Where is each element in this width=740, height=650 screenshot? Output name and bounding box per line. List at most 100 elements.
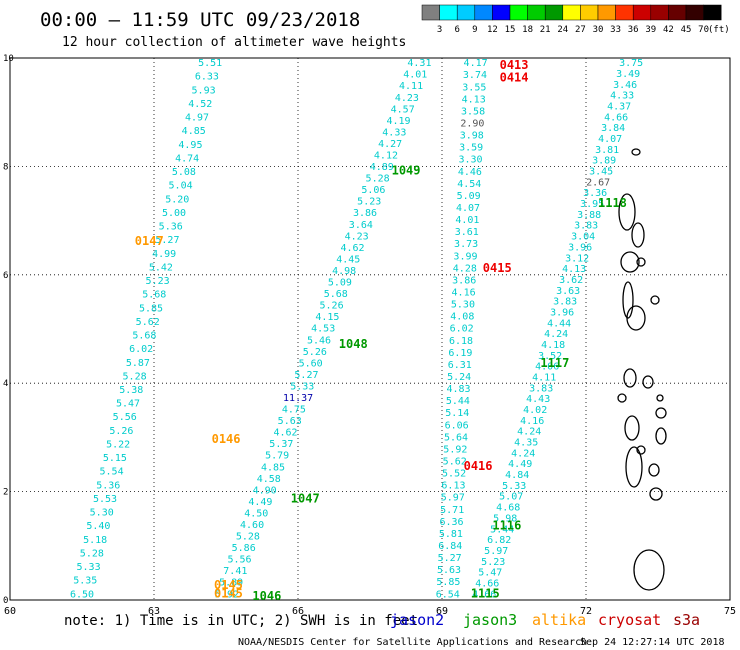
swh-value: 4.17 bbox=[464, 58, 488, 69]
swh-value: 4.49 bbox=[508, 459, 532, 470]
swh-value: 5.47 bbox=[478, 568, 502, 579]
colorbar-swatch bbox=[456, 4, 476, 21]
chart-subtitle: 12 hour collection of altimeter wave hei… bbox=[62, 35, 406, 50]
swh-value: 6.50 bbox=[70, 589, 94, 600]
swh-value: 5.71 bbox=[440, 505, 464, 516]
swh-value: 4.46 bbox=[458, 167, 482, 178]
swh-value: 5.28 bbox=[80, 548, 104, 559]
swh-value: 4.74 bbox=[175, 153, 199, 164]
swh-value: 3.63 bbox=[556, 286, 580, 297]
swh-value: 3.95 bbox=[580, 199, 604, 210]
swh-value: 6.54 bbox=[436, 589, 460, 600]
swh-value: 5.68 bbox=[324, 289, 348, 300]
x-tick-label: 60 bbox=[4, 606, 16, 617]
swh-value: 5.23 bbox=[357, 197, 381, 208]
island-outline bbox=[622, 281, 634, 319]
island-outline bbox=[650, 295, 660, 305]
swh-value: 4.90 bbox=[253, 485, 277, 496]
swh-value: 5.68 bbox=[132, 331, 156, 342]
colorbar-tick: 18 bbox=[522, 25, 533, 35]
swh-value: 2.67 bbox=[586, 177, 610, 188]
swh-value: 4.50 bbox=[244, 508, 268, 519]
swh-value: 4.11 bbox=[399, 81, 423, 92]
swh-value: 4.99 bbox=[152, 249, 176, 260]
swh-value: 4.60 bbox=[240, 520, 264, 531]
swh-value: 5.36 bbox=[96, 480, 120, 491]
island-outline bbox=[631, 222, 645, 248]
colorbar-swatch bbox=[492, 4, 511, 21]
swh-value: 3.58 bbox=[461, 106, 485, 117]
swh-value: 3.81 bbox=[595, 145, 619, 156]
colorbar-tick: 36 bbox=[628, 25, 639, 35]
swh-value: 5.44 bbox=[446, 396, 470, 407]
colorbar-tick: 42 bbox=[663, 25, 674, 35]
swh-value: 3.52 bbox=[538, 351, 562, 362]
pass-label: 1048 bbox=[339, 337, 368, 351]
swh-value: 5.85 bbox=[436, 577, 460, 588]
legend-altika: altika bbox=[532, 611, 586, 629]
swh-value: 3.04 bbox=[571, 232, 595, 243]
swh-value: 5.68 bbox=[142, 290, 166, 301]
island-outline bbox=[642, 375, 654, 389]
swh-value: 4.98 bbox=[332, 266, 356, 277]
swh-value: 5.63 bbox=[437, 565, 461, 576]
swh-value: 5.15 bbox=[103, 453, 127, 464]
swh-value: 6.82 bbox=[487, 535, 511, 546]
swh-value: 4.97 bbox=[185, 113, 209, 124]
colorbar-swatch bbox=[703, 4, 722, 21]
swh-value: 6.18 bbox=[449, 336, 473, 347]
swh-value: 3.96 bbox=[550, 307, 574, 318]
timestamp: Sep 24 12:27:14 UTC 2018 bbox=[580, 637, 725, 648]
y-tick-label: 6 bbox=[3, 271, 8, 281]
swh-value: 6.36 bbox=[440, 517, 464, 528]
swh-value: 4.84 bbox=[505, 470, 529, 481]
pass-label: 0415 bbox=[483, 261, 512, 275]
island-outline bbox=[626, 305, 646, 331]
pass-label: 0145 bbox=[214, 578, 243, 592]
swh-value: 3.45 bbox=[589, 167, 613, 178]
legend-s3a: s3a bbox=[673, 611, 700, 629]
swh-value: 4.35 bbox=[514, 438, 538, 449]
pass-label: 0414 bbox=[500, 70, 529, 84]
swh-value: 5.20 bbox=[165, 194, 189, 205]
pass-label: 1117 bbox=[540, 356, 569, 370]
swh-value: 3.74 bbox=[463, 70, 487, 81]
swh-value: 5.54 bbox=[100, 467, 124, 478]
swh-value: 5.36 bbox=[159, 222, 183, 233]
colorbar-tick: 27 bbox=[575, 25, 586, 35]
swh-value: 4.44 bbox=[547, 318, 571, 329]
swh-value: 5.33 bbox=[77, 562, 101, 573]
swh-value: 4.66 bbox=[604, 112, 628, 123]
satellite-legend: jason2 jason3 altika cryosat s3a bbox=[390, 611, 700, 629]
swh-value: 6.13 bbox=[441, 481, 465, 492]
colorbar-swatch bbox=[562, 4, 581, 21]
colorbar-tick: 39 bbox=[645, 25, 656, 35]
swh-value: 5.27 bbox=[294, 370, 318, 381]
swh-value: 4.68 bbox=[496, 503, 520, 514]
pass-label: 0145 bbox=[214, 586, 243, 600]
swh-value: 3.83 bbox=[574, 221, 598, 232]
colorbar-swatch bbox=[668, 4, 687, 21]
colorbar-swatch bbox=[597, 4, 616, 21]
colorbar-tick: 45 bbox=[681, 25, 692, 35]
swh-value: 4.02 bbox=[523, 405, 547, 416]
colorbar-swatch bbox=[527, 4, 546, 21]
swh-value: 5.22 bbox=[106, 439, 130, 450]
swh-value: 6.31 bbox=[448, 360, 472, 371]
colorbar-tick: 21 bbox=[540, 25, 551, 35]
swh-value: 5.86 bbox=[232, 543, 256, 554]
swh-value: 5.81 bbox=[439, 529, 463, 540]
pass-label: 0147 bbox=[135, 234, 164, 248]
pass-label: 0146 bbox=[212, 432, 241, 446]
island-outline bbox=[655, 407, 667, 419]
swh-value: 5.85 bbox=[139, 303, 163, 314]
swh-value: 5.92 bbox=[443, 444, 467, 455]
swh-value: 4.12 bbox=[374, 151, 398, 162]
swh-value: 5.37 bbox=[269, 439, 293, 450]
swh-value: 4.01 bbox=[455, 215, 479, 226]
swh-value: 4.19 bbox=[386, 116, 410, 127]
swh-value: 4.11 bbox=[532, 372, 556, 383]
colorbar-swatch bbox=[685, 4, 704, 21]
swh-value: 4.24 bbox=[544, 329, 568, 340]
